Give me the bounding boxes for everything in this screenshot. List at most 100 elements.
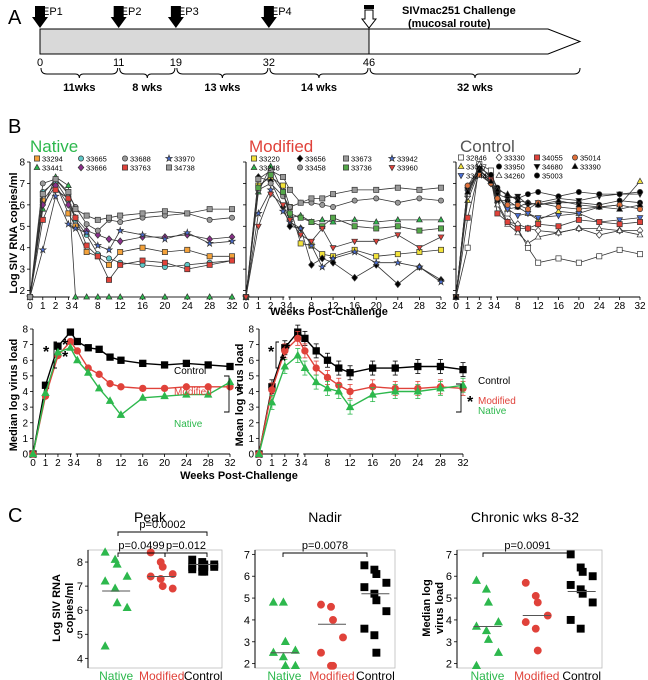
legend-label-33666: 33666	[86, 164, 107, 173]
point-33441	[228, 293, 236, 300]
point-control	[566, 615, 575, 624]
point-33942	[393, 258, 403, 267]
event-label-ep2: EP2	[121, 6, 142, 18]
series-line-34055	[455, 169, 641, 298]
event-label-ep3: EP3	[178, 6, 199, 18]
point-33673	[297, 199, 304, 206]
point-34738	[27, 294, 33, 300]
point-33942	[307, 241, 316, 250]
point-native	[268, 647, 278, 656]
event-arrow-ep2	[110, 6, 127, 28]
point-native	[280, 636, 290, 646]
point-native	[493, 617, 504, 626]
point-control	[117, 356, 125, 364]
interval-brace	[369, 67, 581, 79]
point-native	[122, 602, 132, 612]
point-native	[267, 397, 277, 406]
point-native	[110, 583, 120, 592]
point-native	[122, 571, 132, 580]
y-axis-label: virus load	[434, 582, 446, 634]
x-tick-label: 0	[256, 458, 262, 469]
point-34260	[514, 228, 522, 236]
point-native	[254, 449, 264, 457]
x-tick-label: 3	[295, 458, 301, 469]
legend-marker-33248	[250, 163, 258, 170]
point-33248	[329, 218, 337, 225]
point-33970	[205, 238, 215, 248]
y-tick-label: 5	[248, 371, 254, 382]
point-34055	[637, 219, 643, 225]
x-tick-label: 24	[392, 301, 404, 312]
point-modified	[139, 384, 147, 393]
point-33763	[206, 261, 213, 268]
legend-label-33736: 33736	[351, 164, 372, 173]
point-control	[372, 648, 381, 657]
point-33960	[394, 232, 402, 239]
point-33220	[297, 240, 304, 247]
point-33673	[319, 195, 326, 202]
point-33673	[308, 195, 315, 202]
point-33942	[436, 277, 446, 286]
series-line-33656	[245, 176, 442, 298]
point-33656	[394, 280, 402, 289]
point-native	[493, 647, 504, 656]
x-tick-label: 12	[345, 458, 357, 469]
x-tick-label: 24	[412, 458, 424, 469]
pvalue-label: p=0.0091	[504, 540, 550, 552]
bracket-median-peak	[53, 341, 57, 369]
challenge-arrow	[360, 9, 378, 29]
event-arrow-ep1	[32, 6, 48, 28]
x-tick-label: 24	[182, 301, 194, 312]
y-tick-label: 3	[248, 403, 254, 414]
event-arrow-ep3	[167, 6, 184, 28]
point-33736	[351, 223, 358, 230]
legend-label-33458: 33458	[305, 164, 326, 173]
x-tick-label: 1	[269, 458, 275, 469]
x-tick-label: 3	[68, 458, 74, 469]
legend-marker-33656	[296, 154, 304, 163]
point-34260	[524, 239, 532, 246]
point-33220	[373, 253, 380, 260]
x-tick-label: 1	[40, 301, 46, 312]
pvalue-bracket	[164, 552, 208, 557]
y-tick-label: 5	[22, 371, 28, 382]
point-native	[160, 391, 169, 400]
interval-label: 11wks	[63, 82, 95, 94]
point-33673	[351, 186, 358, 193]
y-tick-label: 3	[22, 403, 28, 414]
point-control	[160, 361, 169, 369]
pvalue-bracket	[117, 531, 208, 536]
point-35014	[575, 206, 582, 213]
y-tick-label: 6	[22, 356, 28, 367]
legend-marker-33673	[343, 155, 349, 162]
point-33688	[117, 219, 124, 225]
point-33942	[317, 262, 327, 271]
interval-label: 14 wks	[301, 82, 337, 94]
x-tick-label: 32	[435, 301, 447, 312]
point-33666	[105, 235, 113, 244]
point-33390	[464, 188, 472, 195]
point-control	[372, 596, 381, 605]
challenge-subtitle: (mucosal route)	[408, 18, 491, 30]
y-tick-label: 8	[22, 325, 28, 336]
point-control	[66, 328, 75, 336]
point-35003	[525, 191, 531, 198]
point-control	[459, 365, 467, 374]
point-34738	[94, 216, 101, 223]
point-33458	[373, 195, 380, 202]
week-tick-32: 32	[263, 57, 275, 69]
point-33220	[438, 246, 444, 253]
x-tick-label: 4	[73, 301, 79, 312]
point-modified	[268, 386, 276, 394]
point-33942	[350, 247, 359, 256]
panel-label-c: C	[8, 505, 22, 527]
point-control	[360, 561, 369, 570]
series-line-native	[258, 354, 464, 455]
point-native	[138, 393, 147, 401]
point-33736	[373, 225, 380, 232]
challenge-title: SIVmac251 Challenge	[402, 5, 516, 17]
point-native	[268, 597, 278, 606]
point-33390	[616, 205, 624, 212]
point-33736	[394, 223, 401, 230]
